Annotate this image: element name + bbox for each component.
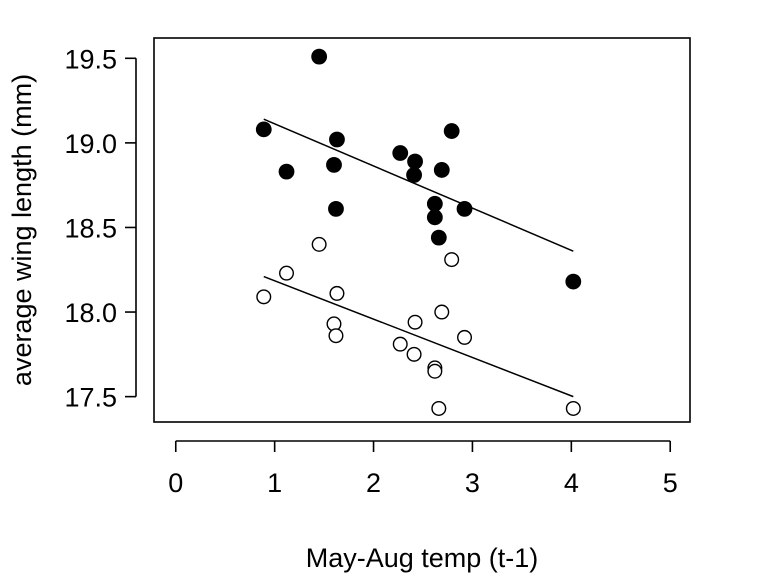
open-point: [444, 252, 460, 268]
trend-lines: [263, 118, 574, 398]
x-tick-label: 5: [663, 468, 678, 498]
filled-point: [311, 48, 328, 65]
y-tick-label: 19.5: [64, 44, 117, 74]
x-tick-label: 0: [168, 468, 183, 498]
open-point: [565, 400, 581, 416]
y-tick-label: 18.0: [64, 298, 117, 328]
open-point: [406, 346, 422, 362]
filled-point: [328, 200, 344, 217]
filled-point: [329, 131, 345, 148]
filled-point: [278, 163, 295, 180]
trend-line-2: [263, 275, 574, 398]
open-point: [457, 329, 473, 345]
filled-point: [443, 123, 460, 139]
open-point: [434, 304, 450, 320]
filled-point: [565, 273, 582, 290]
trend-line-1: [263, 118, 574, 252]
x-tick-label: 3: [465, 468, 480, 498]
open-point: [392, 336, 408, 352]
open-point: [431, 400, 447, 416]
data-points: [255, 48, 582, 416]
x-axis: 0 1 2 3 4 5: [168, 440, 678, 498]
filled-point: [407, 153, 423, 170]
open-point: [311, 236, 327, 252]
filled-point: [456, 200, 473, 217]
filled-point: [392, 145, 409, 161]
filled-point: [255, 121, 272, 138]
y-tick-label: 18.5: [64, 213, 117, 243]
x-tick-label: 1: [267, 468, 282, 498]
filled-point: [430, 229, 447, 246]
open-point: [328, 328, 344, 344]
y-tick-label: 17.5: [64, 383, 117, 413]
open-point: [407, 314, 423, 330]
filled-point: [426, 209, 443, 226]
open-point: [279, 265, 295, 281]
filled-point: [433, 162, 450, 178]
filled-point: [326, 156, 342, 173]
x-tick-label: 2: [366, 468, 381, 498]
open-point: [329, 285, 345, 301]
y-tick-label: 19.0: [64, 129, 117, 159]
y-axis-label: average wing length (mm): [7, 74, 37, 386]
filled-point: [426, 195, 443, 212]
open-point: [256, 289, 272, 305]
filled-point: [406, 167, 422, 183]
y-axis: 17.5 18.0 18.5 19.0 19.5: [64, 44, 137, 413]
x-tick-label: 4: [564, 468, 579, 498]
x-axis-label: May-Aug temp (t-1): [306, 543, 539, 573]
open-point: [427, 363, 443, 379]
plot-frame: [153, 37, 691, 423]
